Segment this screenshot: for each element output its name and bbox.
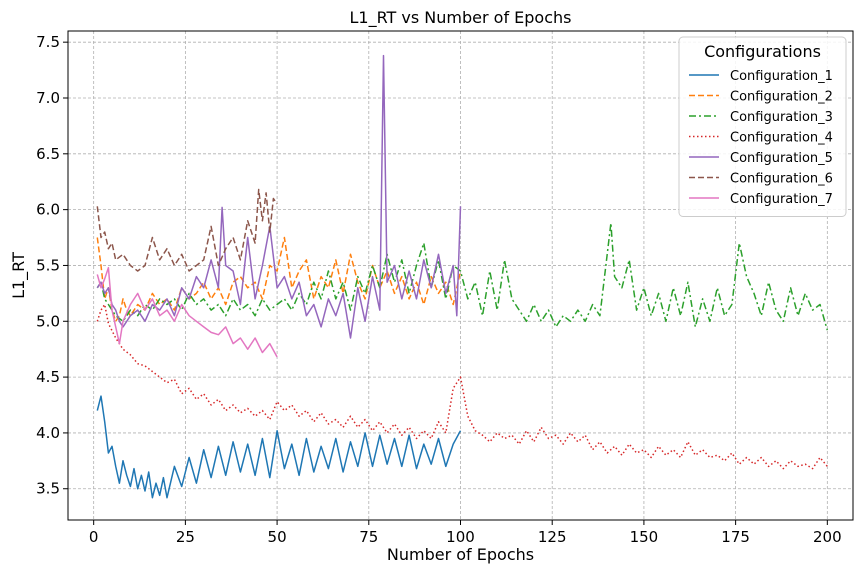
legend: Configurations Configuration_1Configurat… <box>678 36 847 217</box>
x-tick-label: 0 <box>89 528 99 546</box>
x-tick-label: 75 <box>359 528 378 546</box>
y-tick-label: 7.0 <box>36 89 60 107</box>
y-tick-label: 6.0 <box>36 201 60 219</box>
legend-box <box>678 36 847 217</box>
y-tick-label: 7.5 <box>36 33 60 51</box>
series-line-2 <box>96 236 462 323</box>
x-tick-label: 150 <box>630 528 659 546</box>
y-tick-label: 3.5 <box>36 480 60 498</box>
y-tick-label: 4.0 <box>36 424 60 442</box>
y-ticks: 3.5 4.0 4.5 5.0 5.5 6.0 6.5 7.0 7.5 <box>36 33 68 498</box>
series-line-1 <box>96 395 462 499</box>
x-tick-label: 175 <box>721 528 750 546</box>
series-line-4 <box>96 303 828 470</box>
x-tick-label: 125 <box>538 528 567 546</box>
legend-items: Configuration_1 Configuration_2 Configurat… <box>689 69 833 207</box>
chart-title: L1_RT vs Number of Epochs <box>350 8 572 28</box>
legend-label-7: Configuration_7 <box>730 192 833 207</box>
legend-label-1: Configuration_1 <box>730 69 833 84</box>
series-lines <box>96 54 829 499</box>
legend-label-6: Configuration_6 <box>730 172 833 187</box>
legend-label-3: Configuration_3 <box>730 110 833 125</box>
legend-label-5: Configuration_5 <box>730 151 833 166</box>
y-tick-label: 5.0 <box>36 312 60 330</box>
y-tick-label: 4.5 <box>36 368 60 386</box>
x-tick-label: 200 <box>813 528 842 546</box>
y-tick-label: 6.5 <box>36 145 60 163</box>
legend-label-2: Configuration_2 <box>730 90 833 105</box>
x-tick-label: 100 <box>446 528 475 546</box>
x-tick-label: 50 <box>268 528 287 546</box>
x-tick-label: 25 <box>176 528 195 546</box>
series-line-6 <box>96 188 278 272</box>
y-axis-label: L1_RT <box>9 252 29 299</box>
series-line-7 <box>96 266 278 358</box>
legend-title: Configurations <box>704 42 821 61</box>
series-line-3 <box>96 222 829 331</box>
x-ticks: 0 25 50 75 100 125 150 175 200 <box>89 520 842 546</box>
y-tick-label: 5.5 <box>36 256 60 274</box>
legend-label-4: Configuration_4 <box>730 131 833 146</box>
x-axis-label: Number of Epochs <box>387 545 534 564</box>
